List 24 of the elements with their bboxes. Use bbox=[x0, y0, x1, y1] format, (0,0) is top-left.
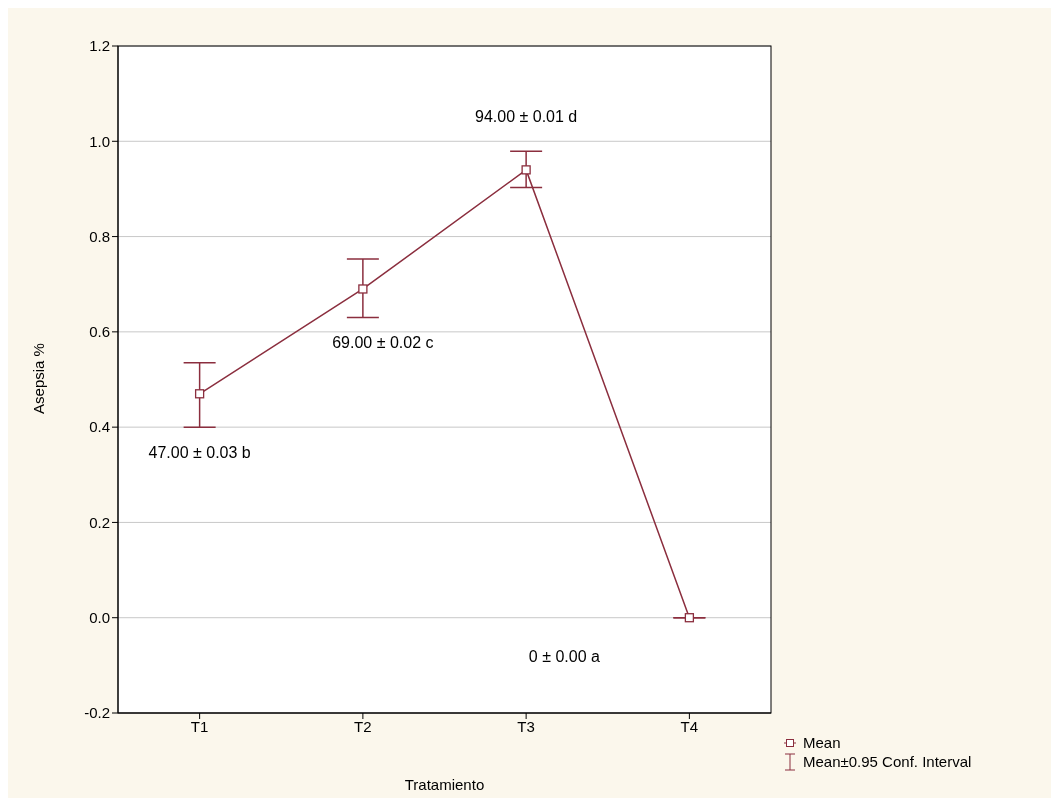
x-tick-label: T1 bbox=[190, 717, 209, 735]
annotation: 94.00 ± 0.01 d bbox=[474, 107, 579, 126]
x-tick-label: T3 bbox=[517, 717, 535, 735]
annotation: 0 ± 0.00 a bbox=[527, 647, 601, 666]
legend-label: Mean bbox=[803, 733, 841, 752]
y-tick-label: 0.4 bbox=[89, 418, 110, 436]
point bbox=[521, 165, 531, 175]
y-tick-label: 0.6 bbox=[89, 323, 110, 341]
x-tick-label: T4 bbox=[680, 717, 699, 735]
y-tick-label: 0.0 bbox=[89, 609, 110, 627]
x-tick-label: T2 bbox=[354, 717, 372, 735]
x-axis-title: Tratamiento bbox=[403, 776, 486, 793]
y-tick-label: 0.8 bbox=[89, 227, 110, 245]
text: Mean±0.95 Conf. Interval bbox=[803, 752, 972, 771]
y-tick-label: 0.2 bbox=[89, 513, 110, 531]
y-tick-label: 1.0 bbox=[89, 132, 110, 150]
annotation: 69.00 ± 0.02 c bbox=[331, 333, 435, 352]
y-tick-label: -0.2 bbox=[84, 704, 110, 722]
y-axis-title: Asepsia % bbox=[29, 341, 47, 416]
annotation: 47.00 ± 0.03 b bbox=[147, 443, 252, 462]
point bbox=[358, 284, 368, 294]
point bbox=[194, 389, 205, 399]
y-tick-label: 1.2 bbox=[89, 37, 110, 55]
point bbox=[684, 613, 695, 623]
